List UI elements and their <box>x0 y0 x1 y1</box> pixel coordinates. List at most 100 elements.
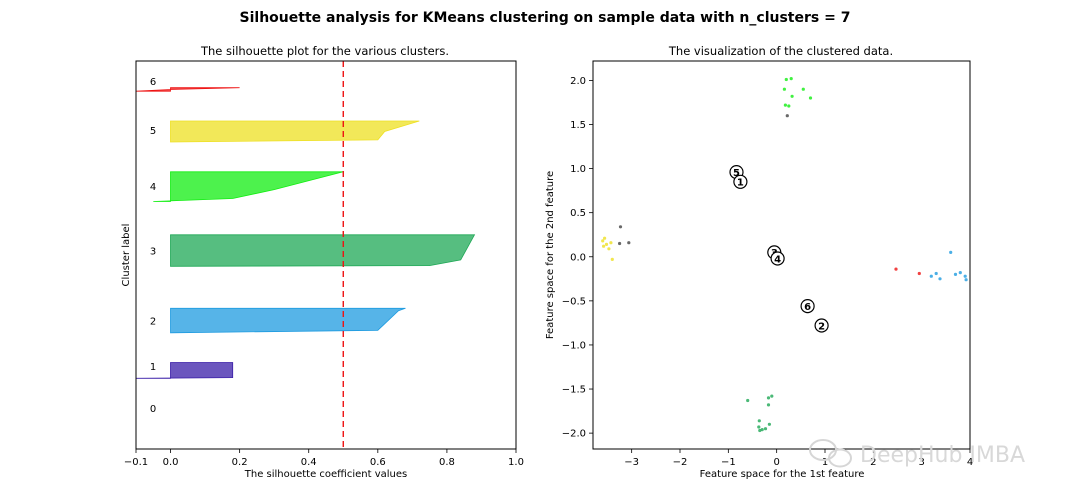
silhouette-cluster-5 <box>170 120 420 143</box>
scatter-xtick-label: 2 <box>870 457 876 468</box>
scatter-ytick-label: −1.5 <box>562 385 586 396</box>
data-point <box>609 241 613 245</box>
scatter-ytick-label: 0.0 <box>570 252 586 263</box>
silhouette-xtick-label: 0.6 <box>370 457 386 468</box>
scatter-ylabel: Feature space for the 2nd feature <box>545 171 556 339</box>
scatter-ytick-label: 2.0 <box>570 76 586 87</box>
silhouette-plot-frame <box>135 60 517 450</box>
data-point <box>607 247 611 251</box>
scatter-xtick-label: −2 <box>673 457 688 468</box>
scatter-ytick-label: −2.0 <box>562 429 586 440</box>
data-point <box>789 77 793 81</box>
data-point <box>603 236 607 240</box>
silhouette-xlabel: The silhouette coefficient values <box>244 469 408 480</box>
data-point <box>783 103 788 107</box>
cluster-center-marker <box>733 174 748 189</box>
data-point <box>953 272 958 276</box>
data-point <box>610 257 614 261</box>
silhouette-ylabel: Cluster label <box>121 224 132 287</box>
data-point <box>604 242 609 246</box>
data-point <box>760 428 764 432</box>
silhouette-xtick-label: 0.2 <box>232 457 248 468</box>
scatter-xtick-label: 0 <box>773 457 779 468</box>
data-point <box>766 396 771 400</box>
data-point <box>784 77 788 82</box>
silhouette-xtick-label: −0.1 <box>124 457 148 468</box>
silhouette-cluster-1 <box>135 362 234 379</box>
scatter-xtick-label: 3 <box>918 457 924 468</box>
data-point <box>766 403 771 407</box>
data-point <box>949 250 953 254</box>
watermark: DeepHub IMBA <box>809 439 1025 468</box>
cluster-center-marker <box>814 318 829 333</box>
data-point <box>757 425 761 429</box>
scatter-ytick-label: −0.5 <box>562 296 586 307</box>
data-point <box>770 394 774 398</box>
scatter-plot-frame <box>592 60 971 450</box>
data-point <box>763 427 768 431</box>
data-point <box>964 278 968 282</box>
data-point <box>894 267 898 271</box>
silhouette-cluster-6 <box>135 87 240 92</box>
cluster-center-marker <box>770 251 785 266</box>
silhouette-xtick-label: 0.8 <box>439 457 455 468</box>
data-point <box>758 428 762 433</box>
data-point <box>757 419 761 423</box>
data-point <box>787 104 791 108</box>
data-point <box>785 114 789 118</box>
cluster-center-marker <box>800 299 815 314</box>
cluster-label-1: 1 <box>150 362 156 373</box>
silhouette-xtick-label: 1.0 <box>508 457 524 468</box>
silhouette-xtick-label: 0.4 <box>301 457 317 468</box>
scatter-xtick-label: −3 <box>624 457 639 468</box>
data-point <box>963 274 967 278</box>
scatter-ytick-label: 1.0 <box>570 164 586 175</box>
data-point <box>917 271 921 276</box>
data-point <box>782 87 787 91</box>
scatter-ytick-label: 1.5 <box>570 120 586 131</box>
data-point <box>929 274 933 278</box>
cluster-center-label: 4 <box>774 254 781 265</box>
data-point <box>801 87 805 91</box>
cluster-center-label: 6 <box>804 302 811 313</box>
data-point <box>746 398 750 403</box>
data-point <box>958 271 962 275</box>
cluster-label-4: 4 <box>150 182 156 193</box>
scatter-plot-title: The visualization of the clustered data. <box>668 44 893 58</box>
scatter-xtick-label: 1 <box>822 457 828 468</box>
cluster-center-label: 5 <box>733 168 740 179</box>
scatter-xlabel: Feature space for the 1st feature <box>700 469 865 480</box>
data-point <box>808 96 813 100</box>
cluster-label-2: 2 <box>150 317 156 328</box>
silhouette-cluster-3 <box>170 234 476 267</box>
data-point <box>602 244 606 248</box>
cluster-center-label: 2 <box>818 321 825 332</box>
cluster-scatter-plot: The visualization of the clustered data.… <box>545 44 973 480</box>
watermark-text: DeepHub IMBA <box>860 443 1025 468</box>
figure-suptitle: Silhouette analysis for KMeans clusterin… <box>240 10 851 26</box>
data-point <box>618 225 623 229</box>
scatter-xtick-label: −1 <box>721 457 736 468</box>
scatter-ytick-label: −1.0 <box>562 340 586 351</box>
data-point <box>618 241 622 246</box>
scatter-ytick-label: 0.5 <box>570 208 586 219</box>
silhouette-plot-title: The silhouette plot for the various clus… <box>200 44 449 58</box>
data-point <box>627 241 631 245</box>
scatter-xtick-label: 4 <box>967 457 973 468</box>
silhouette-plot: The silhouette plot for the various clus… <box>121 44 524 480</box>
data-point <box>767 422 772 426</box>
data-point <box>790 94 794 98</box>
cluster-label-0: 0 <box>150 404 156 415</box>
data-point <box>601 239 605 243</box>
silhouette-cluster-2 <box>170 307 406 334</box>
data-point <box>938 277 942 281</box>
cluster-label-3: 3 <box>150 247 156 258</box>
silhouette-cluster-4 <box>153 171 344 202</box>
cluster-label-6: 6 <box>150 77 156 88</box>
data-point <box>934 271 938 276</box>
wechat-logo-icon <box>809 439 852 468</box>
cluster-label-5: 5 <box>150 126 156 137</box>
cluster-center-label: 1 <box>737 178 744 189</box>
silhouette-xtick-label: 0.0 <box>163 457 179 468</box>
